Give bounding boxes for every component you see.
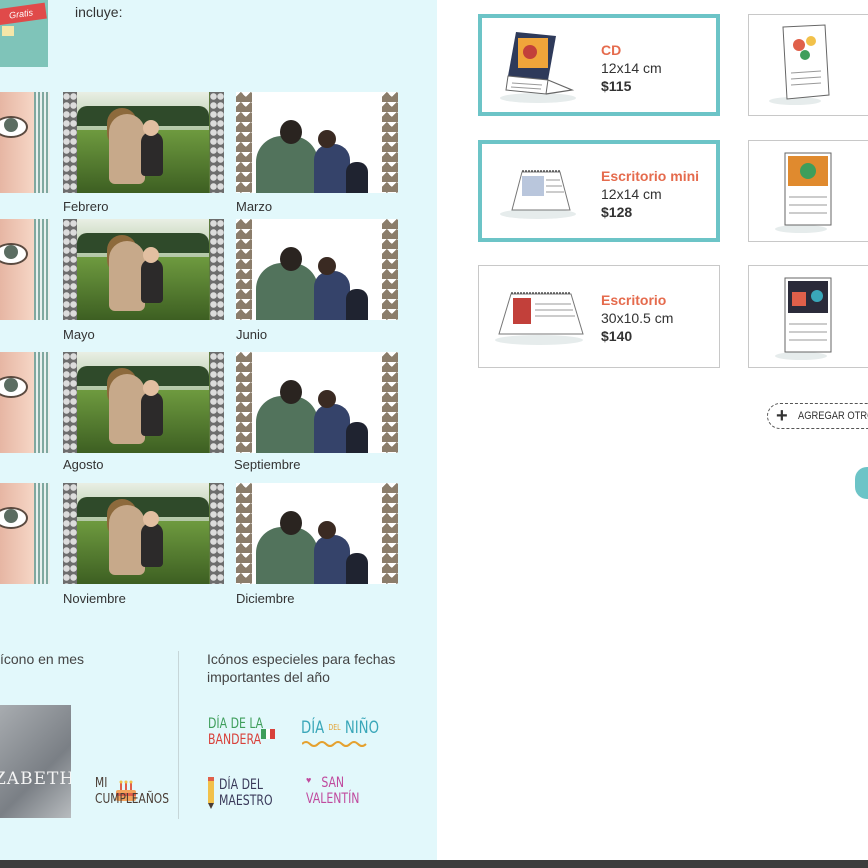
bandera-line1: DÍA DE LA	[208, 716, 264, 732]
month-label-diciembre: Diciembre	[236, 591, 295, 606]
nino-word1: DÍA	[301, 718, 325, 738]
month-photo-couple	[236, 92, 398, 193]
calendar-price: $128	[601, 204, 633, 220]
includes-label: incluye:	[75, 4, 123, 20]
desk-calendar-image	[495, 292, 584, 345]
maestro-day-icon: DÍA DEL MAESTRO	[219, 777, 273, 809]
continue-button[interactable]	[855, 467, 868, 499]
mexico-flag-icon	[261, 729, 275, 739]
maestro-line1: DÍA DEL	[219, 777, 263, 793]
icon-in-month-caption: ícono en mes	[0, 651, 85, 667]
nino-word2: DEL	[328, 723, 341, 732]
birthday-label-line2: CUMPLEAÑOS	[95, 792, 169, 807]
month-photo-family	[63, 483, 224, 584]
calendar-types-panel	[437, 0, 868, 868]
calendar-size: 12x14 cm	[601, 186, 662, 202]
calendar-option-wall-2[interactable]	[748, 140, 868, 242]
name-photo: ZABETH	[0, 705, 71, 818]
special-dates-line2: importantes del año	[207, 669, 330, 685]
bottom-bar	[0, 860, 868, 868]
birthday-label: MI CUMPLEAÑOS	[95, 776, 169, 808]
plus-icon: +	[776, 405, 788, 427]
month-label-noviembre: Noviembre	[63, 591, 126, 606]
special-dates-line1: Icónos especieles para fechas	[207, 651, 396, 667]
section-divider	[178, 651, 179, 819]
calendar-option-wall-3[interactable]	[748, 265, 868, 368]
month-photo-family	[63, 219, 224, 320]
wall-calendar-image	[775, 277, 832, 360]
bandera-day-icon: DÍA DE LA BANDERA	[208, 716, 263, 748]
calendar-option-cd[interactable]: CD 12x14 cm $115	[478, 14, 720, 116]
wave-decoration-icon	[302, 741, 367, 747]
add-another-model-button[interactable]: + AGREGAR OTRO M	[767, 403, 868, 429]
calendar-size: 30x10.5 cm	[601, 310, 674, 326]
calendar-name: Escritorio mini	[601, 168, 700, 184]
month-label-marzo: Marzo	[236, 199, 273, 214]
nino-day-icon: DÍA DEL NIÑO	[301, 718, 380, 738]
bandera-line2: BANDERA	[208, 732, 262, 748]
valentin-line1: SAN	[321, 775, 345, 791]
month-label-febrero: Febrero	[63, 199, 109, 214]
free-ribbon: Gratis	[0, 2, 47, 26]
valentin-day-icon: SAN VALENTÍN	[306, 775, 359, 807]
photo-name-text: ZABETH	[0, 769, 71, 789]
nino-word3: NIÑO	[344, 718, 380, 738]
month-label-agosto: Agosto	[63, 457, 104, 472]
calendar-option-escritorio-mini[interactable]: Escritorio mini 12x14 cm $128	[478, 140, 720, 242]
month-photo-couple	[236, 219, 398, 320]
month-photo-baby	[0, 352, 50, 453]
cd-calendar-image	[500, 32, 576, 103]
valentin-line2: VALENTÍN	[306, 791, 360, 807]
calendar-name: CD	[601, 42, 622, 58]
month-label-mayo: Mayo	[63, 327, 95, 342]
pencil-icon	[208, 777, 214, 809]
special-dates-caption: Icónos especieles para fechas importante…	[207, 650, 395, 686]
calendar-option-wall-1[interactable]	[748, 14, 868, 116]
month-photo-family	[63, 92, 224, 193]
tag-icon	[2, 26, 14, 36]
calendar-price: $115	[601, 78, 632, 94]
month-photo-family	[63, 352, 224, 453]
wall-calendar-image	[775, 152, 832, 233]
month-label-septiembre: Septiembre	[234, 457, 301, 472]
month-photo-baby	[0, 219, 50, 320]
month-photo-couple	[236, 352, 398, 453]
calendar-size: 12x14 cm	[601, 60, 662, 76]
birthday-cake-icon	[116, 780, 136, 801]
heart-icon: ♥	[306, 775, 312, 785]
calendar-option-escritorio[interactable]: Escritorio 30x10.5 cm $140	[478, 265, 720, 368]
calendar-price: $140	[601, 328, 633, 344]
month-photo-baby	[0, 92, 50, 193]
calendar-name: Escritorio	[601, 292, 667, 308]
maestro-line2: MAESTRO	[219, 793, 273, 809]
month-photo-baby	[0, 483, 50, 584]
product-detail-panel: Gratis incluye: Febrero Marzo Mayo Junio…	[0, 0, 437, 868]
add-another-model-label: AGREGAR OTRO M	[798, 410, 868, 422]
month-label-junio: Junio	[236, 327, 268, 342]
product-thumbnail[interactable]: Gratis	[0, 0, 48, 67]
wall-calendar-image	[769, 24, 830, 105]
birthday-label-line1: MI	[95, 776, 108, 791]
month-photo-couple	[236, 483, 398, 584]
mini-desk-calendar-image	[500, 170, 576, 219]
